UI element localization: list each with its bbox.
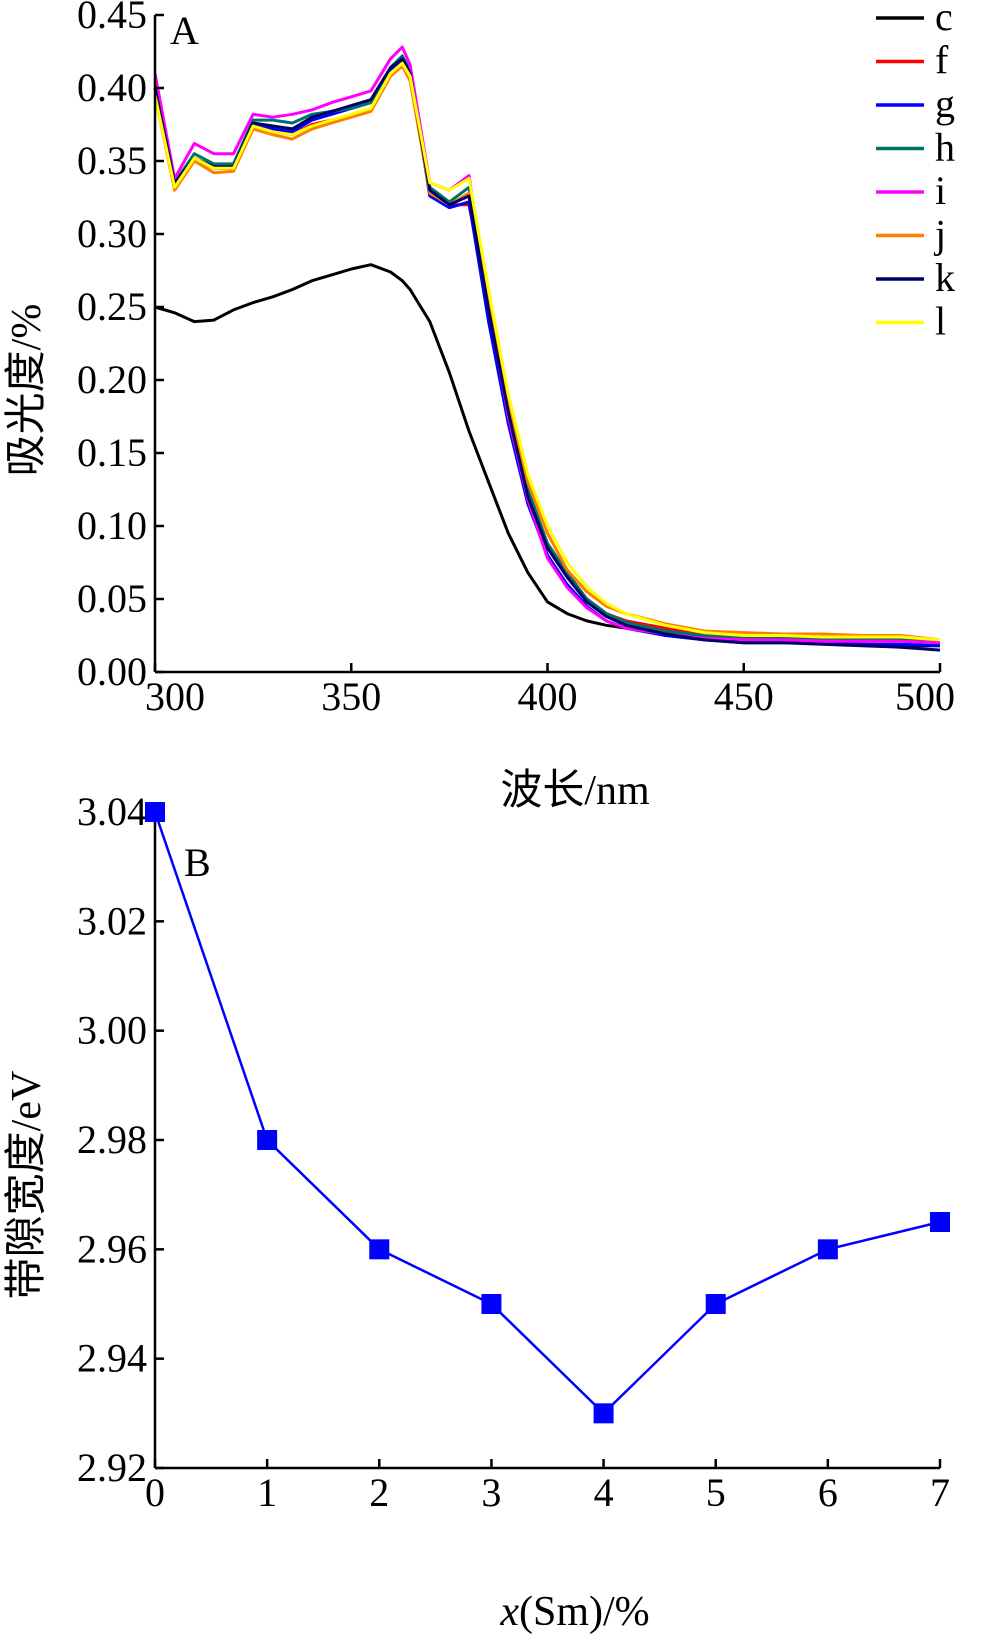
chart-b-y-tick-label: 2.96 <box>77 1226 147 1271</box>
chart-a-y-tick-label: 0.20 <box>77 357 147 402</box>
chart-b-x-axis-title-rest: (Sm)/% <box>519 1589 650 1634</box>
chart-b-y-tick-label: 2.94 <box>77 1336 147 1381</box>
chart-a-x-tick-label: 450 <box>714 674 774 719</box>
chart-a-series-i-line <box>153 45 941 645</box>
chart-a-series-k-line <box>153 57 941 652</box>
chart-b-y-tick-label: 3.04 <box>77 789 147 834</box>
chart-a-legend-label-k: k <box>935 255 955 300</box>
chart-b-data-point <box>145 802 165 822</box>
chart-a-x-tick-label: 400 <box>518 674 578 719</box>
chart-b-data-point <box>930 1212 950 1232</box>
chart-a-x-tick-label: 350 <box>321 674 381 719</box>
chart-b-data-point <box>369 1239 390 1260</box>
chart-b-data-point <box>593 1403 614 1424</box>
chart-b-axes: 0 1 2 3 4 5 6 7 2.92 2.94 2.96 2.98 3.00 3.02 3.04 <box>77 789 950 1515</box>
chart-a-legend-label-j: j <box>933 212 946 257</box>
chart-a-x-tick-label: 500 <box>895 674 955 719</box>
chart-a-series-group <box>153 45 941 652</box>
chart-a-series-h-line <box>153 54 941 643</box>
chart-a-y-tick-label: 0.25 <box>77 284 147 329</box>
chart-b-y-tick-label: 3.02 <box>77 898 147 943</box>
chart-a-y-tick-label: 0.45 <box>77 0 147 37</box>
chart-b-x-axis-title: x(Sm)/% <box>499 1589 649 1634</box>
chart-a-axes: 300 350 400 450 500 0.00 0.05 0.10 0.15 0.20 0.25 0… <box>77 0 955 719</box>
chart-a-y-tick-label: 0.10 <box>77 503 147 548</box>
chart-b-x-tick-label: 0 <box>145 1470 165 1515</box>
chart-a-legend-label-l: l <box>935 299 946 344</box>
chart-a: A 300 350 400 450 500 0.00 0.05 0.10 0.15 0.20 0.2… <box>4 0 955 814</box>
chart-a-y-tick-label: 0.30 <box>77 211 147 256</box>
chart-b-data-point <box>481 1294 502 1314</box>
chart-a-legend-label-c: c <box>935 0 953 39</box>
chart-a-series-l-line <box>153 61 941 642</box>
chart-b-series-line <box>153 811 941 1416</box>
chart-b-x-axis-title-italic: x <box>499 1589 519 1634</box>
chart-a-legend-label-i: i <box>935 168 946 213</box>
chart-b-y-tick-label: 3.00 <box>77 1008 147 1053</box>
chart-b-data-point <box>705 1294 726 1314</box>
chart-a-x-axis-title: 波长/nm <box>500 768 650 814</box>
chart-b-x-tick-label: 1 <box>257 1470 277 1515</box>
chart-b-x-tick-label: 3 <box>481 1470 501 1515</box>
chart-b-y-tick-label: 2.98 <box>77 1117 147 1162</box>
chart-b-y-axis-title: 带隙宽度/eV <box>3 1071 50 1300</box>
chart-a-legend-label-f: f <box>935 38 949 83</box>
chart-a-y-tick-label: 0.00 <box>77 649 147 694</box>
chart-b: B 0 1 2 3 4 5 6 7 2.92 2.94 2.96 2.98 3.00 3.02 3.04 x… <box>3 789 950 1634</box>
chart-a-series-c-line <box>154 263 940 648</box>
chart-a-legend-label-h: h <box>935 125 955 170</box>
chart-a-y-tick-label: 0.35 <box>77 138 147 183</box>
chart-a-y-tick-label: 0.15 <box>77 430 147 475</box>
chart-a-y-tick-label: 0.40 <box>77 65 147 110</box>
panel-label-a: A <box>170 8 199 53</box>
chart-b-x-tick-label: 5 <box>706 1470 726 1515</box>
chart-a-y-tick-label: 0.05 <box>77 576 147 621</box>
chart-a-y-axis-title: 吸光度/% <box>4 304 50 477</box>
chart-a-x-tick-label: 300 <box>145 674 205 719</box>
chart-b-x-tick-label: 7 <box>930 1470 950 1515</box>
chart-a-legend-label-g: g <box>935 81 955 126</box>
chart-b-series-group <box>145 802 950 1424</box>
chart-b-data-point <box>817 1239 838 1260</box>
chart-b-data-point <box>257 1130 278 1150</box>
chart-b-x-tick-label: 4 <box>594 1470 614 1515</box>
panel-label-b: B <box>184 840 211 885</box>
chart-b-y-tick-label: 2.92 <box>77 1445 147 1490</box>
chart-b-x-tick-label: 2 <box>369 1470 389 1515</box>
chart-b-x-tick-label: 6 <box>818 1470 838 1515</box>
